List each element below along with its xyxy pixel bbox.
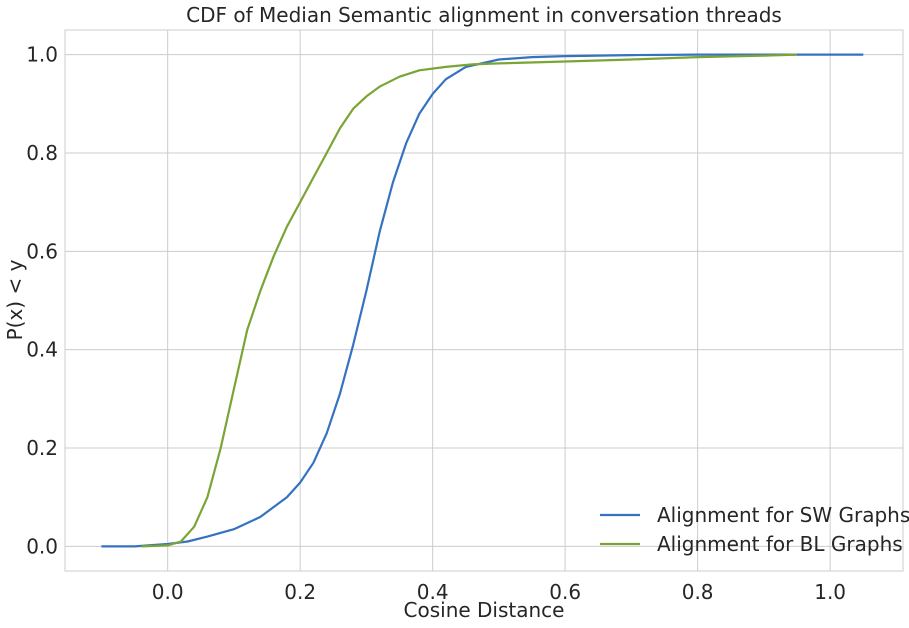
y-axis-label: P(x) < y <box>3 259 27 340</box>
x-tick-label: 0.2 <box>284 580 316 604</box>
series-lines <box>101 53 864 548</box>
x-tick-label: 1.0 <box>814 580 846 604</box>
x-tick-label: 0.6 <box>549 580 581 604</box>
series-line-0 <box>101 53 864 548</box>
x-tick-label: 0.8 <box>682 580 714 604</box>
y-tick-label: 0.8 <box>26 141 58 165</box>
legend-label-0: Alignment for SW Graphs <box>657 503 909 527</box>
y-tick-label: 0.6 <box>26 239 58 263</box>
y-tick-label: 1.0 <box>26 43 58 67</box>
y-axis-ticks: 0.0 0.2 0.4 0.6 0.8 1.0 <box>26 43 58 559</box>
x-axis-ticks: 0.0 0.2 0.4 0.6 0.8 1.0 <box>152 580 846 604</box>
x-tick-label: 0.0 <box>152 580 184 604</box>
y-tick-label: 0.2 <box>26 436 58 460</box>
y-tick-label: 0.0 <box>26 534 58 558</box>
series-line-1 <box>141 53 798 548</box>
legend-label-1: Alignment for BL Graphs <box>657 532 903 556</box>
x-axis-label: Cosine Distance <box>404 598 565 622</box>
y-tick-label: 0.4 <box>26 338 58 362</box>
x-tick-label: 0.4 <box>417 580 449 604</box>
plot-area-frame <box>64 29 904 572</box>
legend: Alignment for SW Graphs Alignment for BL … <box>600 503 909 556</box>
chart-title: CDF of Median Semantic alignment in conv… <box>186 3 782 27</box>
grid-lines <box>65 30 903 571</box>
